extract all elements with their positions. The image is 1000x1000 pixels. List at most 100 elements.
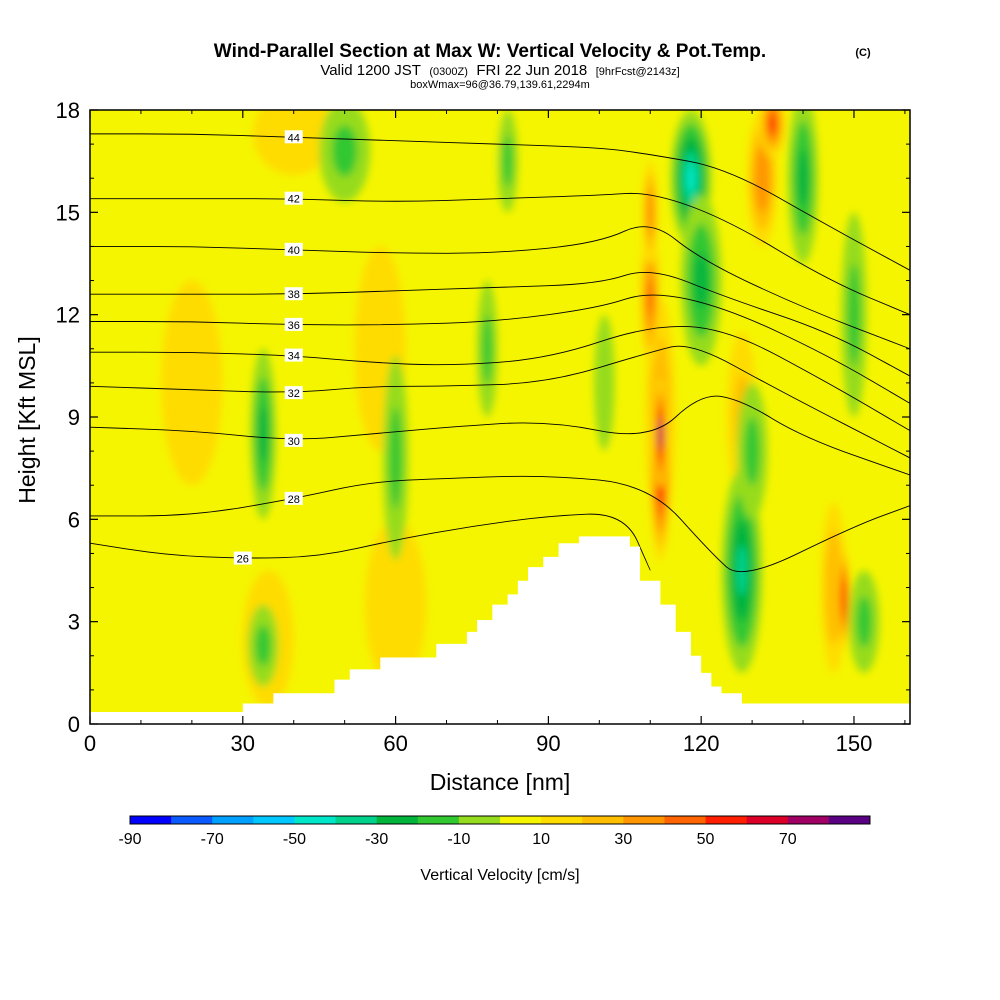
- colorbar-swatch: [623, 816, 665, 824]
- velocity-band: [841, 589, 846, 607]
- velocity-band: [365, 519, 427, 690]
- subtitle-prefix: Valid 1200 JST: [320, 62, 421, 79]
- theta-contour: [90, 192, 910, 316]
- x-tick-label: 90: [536, 731, 560, 756]
- contour-label-bg: [284, 130, 303, 144]
- velocity-band: [255, 625, 271, 667]
- velocity-band: [658, 427, 663, 441]
- velocity-band: [517, 314, 559, 520]
- contour-label-group: 26: [233, 551, 252, 566]
- contour-label-bg: [284, 287, 303, 301]
- velocity-band: [367, 297, 394, 400]
- colorbar-tick-label: 30: [614, 831, 632, 848]
- velocity-cell: [654, 379, 667, 489]
- chart-subtitle: Valid 1200 JST (0300Z) FRI 22 Jun 2018 […: [320, 62, 679, 79]
- colorbar-tick-label: 10: [532, 831, 550, 848]
- theta-contour: [90, 326, 910, 432]
- subtitle-forecast: [9hrFcst@2143z]: [596, 66, 680, 78]
- velocity-band: [847, 263, 861, 366]
- velocity-band: [648, 199, 653, 226]
- colorbar-tick-label: -30: [365, 831, 388, 848]
- colorbar-swatch: [171, 816, 213, 824]
- velocity-band: [482, 314, 493, 383]
- colorbar-swatch: [500, 816, 542, 824]
- velocity-cell: [477, 280, 498, 417]
- theta-contour: [90, 475, 910, 573]
- colorbar-swatch: [458, 816, 501, 824]
- colorbar-tick-label: -50: [283, 831, 306, 848]
- velocity-cell: [787, 110, 819, 264]
- contour-label-group: 40: [284, 242, 303, 257]
- velocity-band: [744, 417, 760, 486]
- terrain: [90, 536, 910, 724]
- subtitle-utc: (0300Z): [429, 66, 468, 78]
- contour-label-group: 38: [284, 287, 303, 301]
- velocity-cell: [640, 229, 661, 366]
- subtitle-date: FRI 22 Jun 2018: [476, 62, 587, 79]
- velocity-cell: [431, 434, 513, 571]
- velocity-cell: [161, 280, 223, 486]
- contour-label: 42: [288, 194, 300, 206]
- y-tick-label: 18: [56, 98, 80, 123]
- theta-contour: [90, 226, 910, 350]
- colorbar-tick-label: -90: [118, 831, 141, 848]
- contour-label-group: 42: [284, 191, 303, 206]
- velocity-cell: [599, 437, 630, 520]
- colorbar-tick-label: -10: [447, 831, 470, 848]
- plot-area: 26 28 30 32 34 36 38 40 42 44: [90, 110, 910, 724]
- velocity-band: [758, 161, 767, 196]
- theta-contour: [90, 294, 910, 404]
- colorbar: -90 -70 -50 -30 -10 10 30 50 70: [118, 815, 871, 848]
- theta-contour: [90, 133, 910, 271]
- velocity-band: [258, 405, 268, 463]
- x-axis: 0 30 60 90 120 150: [84, 110, 906, 756]
- contour-label-group: 30: [284, 433, 303, 448]
- y-axis-label: Height [Kft MSL]: [14, 336, 40, 503]
- velocity-band: [502, 135, 513, 187]
- contour-labels: 26 28 30 32 34 36 38 40 42 44: [233, 130, 303, 566]
- colorbar-swatch: [664, 816, 707, 824]
- velocity-cell: [517, 314, 559, 520]
- contour-label-bg: [284, 491, 303, 505]
- contour-label: 36: [288, 320, 300, 332]
- contour-label-bg: [284, 242, 303, 256]
- colorbar-swatch: [212, 816, 254, 824]
- velocity-cell: [426, 110, 508, 189]
- colorbar-tick-label: -70: [201, 831, 224, 848]
- velocity-band: [769, 116, 776, 131]
- colorbar-label: Vertical Velocity [cm/s]: [420, 867, 579, 884]
- colorbar-tick-label: 50: [697, 831, 715, 848]
- velocity-band: [647, 280, 653, 315]
- colorbar-swatch: [705, 816, 748, 824]
- theta-contours: [90, 133, 910, 573]
- contour-label: 30: [288, 436, 300, 448]
- contour-label-bg: [284, 348, 303, 362]
- velocity-cell: [594, 314, 615, 452]
- colorbar-swatch: [335, 816, 378, 824]
- contour-label-group: 34: [284, 348, 303, 363]
- velocity-band: [736, 544, 748, 597]
- box-info: boxWmax=96@36.79,139.61,2294m: [410, 79, 590, 91]
- contour-label: 44: [288, 132, 300, 144]
- velocity-cell: [642, 161, 658, 264]
- x-tick-label: 30: [231, 731, 255, 756]
- x-tick-label: 150: [836, 731, 873, 756]
- velocity-band: [331, 125, 358, 177]
- velocity-band: [594, 314, 615, 452]
- theta-contour: [90, 271, 910, 377]
- contour-label: 28: [288, 494, 300, 506]
- velocity-cell: [250, 348, 276, 520]
- colorbar-swatch: [787, 816, 830, 824]
- velocity-cell: [736, 382, 768, 520]
- velocity-band: [797, 149, 809, 207]
- velocity-band: [599, 437, 630, 520]
- y-tick-label: 12: [56, 303, 80, 328]
- velocity-cell: [841, 212, 867, 417]
- y-tick-label: 9: [68, 405, 80, 430]
- velocity-cell: [497, 110, 518, 213]
- contour-label-bg: [233, 551, 252, 565]
- y-tick-label: 6: [68, 507, 80, 532]
- contour-label: 34: [288, 351, 300, 363]
- contour-label-group: 28: [284, 491, 303, 506]
- velocity-band: [176, 331, 208, 435]
